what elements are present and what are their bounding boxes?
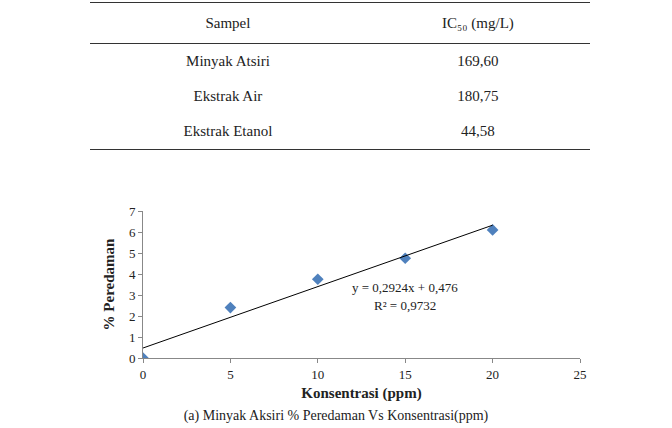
svg-text:Konsentrasi (ppm): Konsentrasi (ppm) bbox=[301, 385, 421, 402]
svg-text:7: 7 bbox=[129, 204, 136, 219]
svg-text:20: 20 bbox=[486, 367, 499, 382]
html-text:Sampel: Sampel bbox=[205, 14, 251, 31]
svg-text:5: 5 bbox=[227, 367, 234, 382]
svg-text:3: 3 bbox=[129, 288, 136, 303]
html-text:(a) Minyak Aksiri % Peredaman: (a) Minyak Aksiri % Peredaman Vs Konsent… bbox=[183, 408, 489, 423]
svg-text:4: 4 bbox=[129, 267, 136, 282]
html-text:169,60: 169,60 bbox=[457, 53, 499, 69]
svg-text:10: 10 bbox=[311, 367, 324, 382]
svg-text:0: 0 bbox=[140, 367, 147, 382]
svg-text:% Peredaman: % Peredaman bbox=[101, 238, 117, 330]
svg-text:15: 15 bbox=[399, 367, 412, 382]
svg-text:25: 25 bbox=[574, 367, 587, 382]
html-text:Ekstrak Etanol: Ekstrak Etanol bbox=[183, 123, 273, 139]
html-text:Minyak Atsiri: Minyak Atsiri bbox=[186, 53, 270, 69]
html-text:IC₅₀ (mg/L): IC₅₀ (mg/L) bbox=[442, 14, 514, 31]
svg-text:5: 5 bbox=[129, 246, 136, 261]
svg-text:y = 0,2924x + 0,476: y = 0,2924x + 0,476 bbox=[352, 280, 458, 295]
html-text:180,75: 180,75 bbox=[457, 88, 499, 104]
svg-text:0: 0 bbox=[129, 351, 136, 366]
html-text:44,58: 44,58 bbox=[461, 123, 495, 139]
svg-text:R² = 0,9732: R² = 0,9732 bbox=[374, 298, 436, 313]
html-text:Ekstrak Air: Ekstrak Air bbox=[193, 88, 263, 104]
svg-text:6: 6 bbox=[129, 225, 136, 240]
svg-text:2: 2 bbox=[129, 309, 136, 324]
svg-text:1: 1 bbox=[129, 330, 136, 345]
